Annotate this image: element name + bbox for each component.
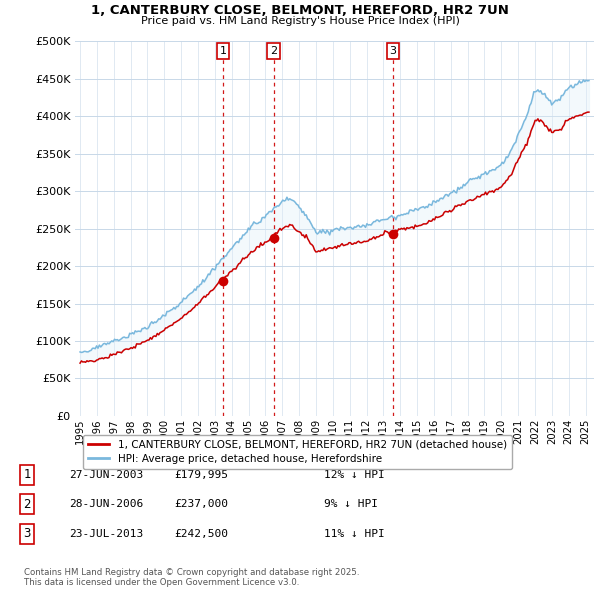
Text: 12% ↓ HPI: 12% ↓ HPI [324, 470, 385, 480]
Text: 2: 2 [23, 498, 31, 511]
Text: 1, CANTERBURY CLOSE, BELMONT, HEREFORD, HR2 7UN: 1, CANTERBURY CLOSE, BELMONT, HEREFORD, … [91, 4, 509, 17]
Text: 3: 3 [23, 527, 31, 540]
Text: Price paid vs. HM Land Registry's House Price Index (HPI): Price paid vs. HM Land Registry's House … [140, 16, 460, 26]
Text: 23-JUL-2013: 23-JUL-2013 [69, 529, 143, 539]
Text: 27-JUN-2003: 27-JUN-2003 [69, 470, 143, 480]
Text: 1: 1 [220, 46, 227, 56]
Legend: 1, CANTERBURY CLOSE, BELMONT, HEREFORD, HR2 7UN (detached house), HPI: Average p: 1, CANTERBURY CLOSE, BELMONT, HEREFORD, … [83, 435, 512, 469]
Text: 2: 2 [270, 46, 277, 56]
Text: £242,500: £242,500 [174, 529, 228, 539]
Text: 28-JUN-2006: 28-JUN-2006 [69, 500, 143, 509]
Text: £237,000: £237,000 [174, 500, 228, 509]
Text: Contains HM Land Registry data © Crown copyright and database right 2025.
This d: Contains HM Land Registry data © Crown c… [24, 568, 359, 587]
Text: 11% ↓ HPI: 11% ↓ HPI [324, 529, 385, 539]
Text: 9% ↓ HPI: 9% ↓ HPI [324, 500, 378, 509]
Text: 1: 1 [23, 468, 31, 481]
Text: 3: 3 [389, 46, 397, 56]
Text: £179,995: £179,995 [174, 470, 228, 480]
